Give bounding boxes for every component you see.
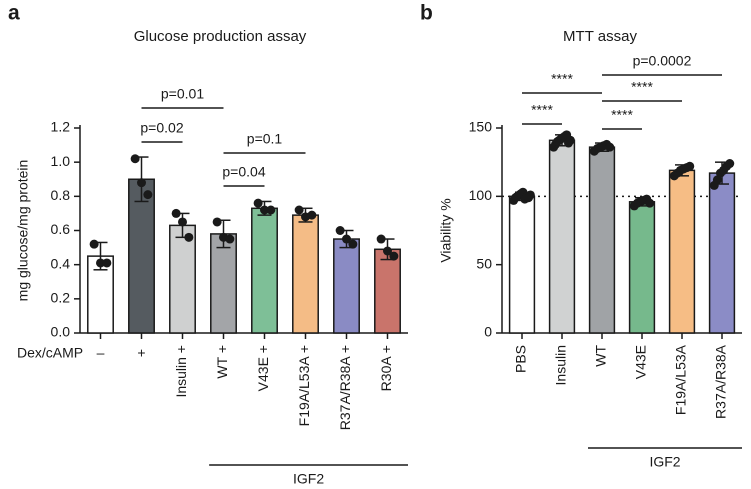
x-tick-label: PBS (513, 345, 529, 373)
significance-label: **** (631, 79, 653, 95)
bar (628, 201, 656, 334)
data-point (184, 232, 194, 242)
group-label: IGF2 (293, 471, 324, 487)
y-axis-label: Viability % (438, 198, 454, 262)
chart-title: MTT assay (563, 28, 637, 45)
data-point (725, 159, 735, 169)
row-label: Dex/cAMP (17, 345, 83, 361)
data-point (225, 234, 235, 244)
data-point (342, 234, 351, 244)
significance-label: p=0.04 (222, 164, 265, 180)
data-point (348, 239, 358, 249)
data-point (212, 217, 222, 227)
data-point (712, 175, 722, 185)
y-tick-label: 0.0 (51, 324, 71, 340)
bar (668, 169, 696, 334)
data-point (143, 190, 153, 200)
x-tick-label: F19A/L53A + (296, 345, 312, 426)
bar (548, 139, 576, 334)
y-tick-label: 0 (484, 324, 492, 340)
data-point (525, 190, 535, 200)
data-point (171, 208, 181, 218)
significance-label: p=0.0002 (633, 53, 692, 69)
bar (588, 146, 616, 334)
data-point (96, 258, 105, 268)
x-tick-label: V43E + (255, 345, 271, 391)
x-tick-label: R30A + (378, 345, 394, 391)
y-tick-label: 150 (469, 119, 493, 135)
data-point (89, 239, 99, 249)
y-tick-label: 50 (476, 255, 492, 271)
bar (508, 195, 536, 334)
bar (708, 172, 736, 334)
bar (210, 233, 237, 334)
x-tick-label: + (137, 345, 145, 361)
bar (374, 248, 401, 334)
bar (128, 178, 155, 334)
data-point (307, 210, 317, 220)
y-tick-label: 0.6 (51, 221, 71, 237)
group-label: IGF2 (649, 454, 680, 470)
y-tick-label: 0.2 (51, 290, 71, 306)
bar (333, 238, 360, 334)
data-point (605, 142, 615, 152)
significance-label: **** (551, 71, 573, 87)
x-tick-label: Insulin + (173, 345, 189, 398)
chart-title: Glucose production assay (134, 28, 307, 45)
data-point (137, 178, 146, 188)
significance-label: **** (611, 107, 633, 123)
bar (292, 214, 319, 334)
x-tick-label: R37A/R38A (713, 344, 729, 419)
y-axis-label: mg glucose/mg protein (15, 160, 31, 302)
data-point (685, 161, 695, 171)
y-tick-label: 0.8 (51, 187, 71, 203)
data-point (253, 198, 263, 208)
x-tick-label: WT (593, 345, 609, 367)
significance-label: **** (531, 102, 553, 118)
x-tick-label: V43E (633, 345, 649, 379)
data-point (389, 251, 399, 261)
data-point (645, 198, 655, 208)
data-point (266, 205, 276, 215)
significance-label: p=0.1 (247, 131, 283, 147)
x-tick-label: – (97, 345, 105, 361)
data-point (294, 205, 304, 215)
data-point (260, 205, 269, 215)
data-point (178, 217, 187, 227)
x-tick-label: R37A/R38A + (337, 345, 353, 430)
y-tick-label: 0.4 (51, 255, 71, 271)
y-tick-label: 1.2 (51, 119, 71, 135)
y-tick-label: 1.0 (51, 153, 71, 169)
bar (251, 207, 278, 334)
significance-label: p=0.01 (161, 86, 204, 102)
data-point (565, 135, 575, 145)
data-point (102, 258, 112, 268)
panel-label: a (8, 2, 20, 25)
significance-label: p=0.02 (140, 120, 183, 136)
bar (169, 224, 196, 334)
data-point (130, 154, 140, 164)
data-point (383, 246, 392, 256)
x-tick-label: F19A/L53A (673, 344, 689, 415)
y-tick-label: 100 (469, 187, 493, 203)
x-tick-label: WT + (214, 345, 230, 379)
data-point (335, 226, 345, 235)
panel-label: b (420, 2, 433, 25)
x-tick-label: Insulin (553, 345, 569, 385)
data-point (376, 234, 386, 244)
